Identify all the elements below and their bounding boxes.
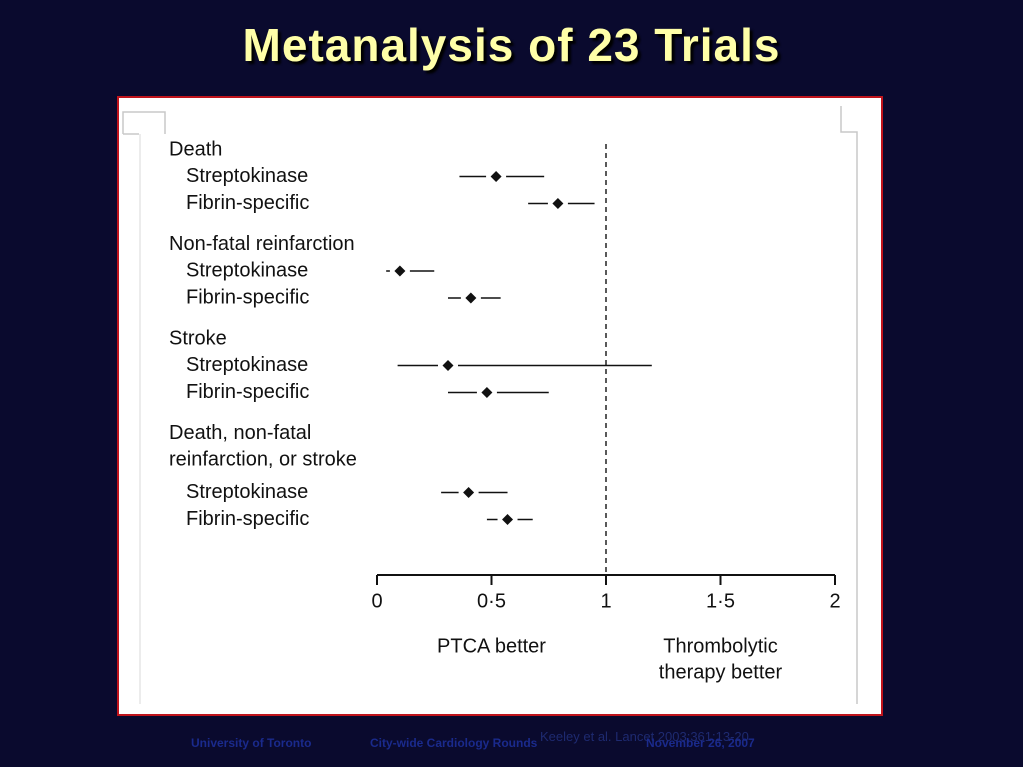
estimate-marker — [481, 387, 493, 398]
row-label: Streptokinase — [186, 354, 308, 376]
x-tick-label: 1·5 — [706, 590, 735, 612]
estimate-marker — [465, 292, 477, 304]
group-label: Death — [169, 138, 222, 160]
x-tick-label: 0 — [371, 590, 382, 612]
row-label: Streptokinase — [186, 259, 308, 281]
row-label: Streptokinase — [186, 481, 308, 503]
estimate-marker — [552, 198, 564, 209]
forest-plot: Death Streptokinase Fibrin-specific Non-fat… — [122, 106, 858, 704]
group-label: Stroke — [169, 327, 227, 349]
row-label: Fibrin-specific — [186, 508, 309, 530]
group-label: Death, non-fatal — [169, 422, 311, 444]
footer-university: University of Toronto — [191, 736, 312, 750]
estimate-marker — [394, 265, 406, 277]
footer-rounds: City-wide Cardiology Rounds — [370, 736, 538, 750]
estimate-marker — [463, 487, 475, 498]
caption-thrombolytic-better: therapy better — [659, 661, 783, 683]
row-label: Fibrin-specific — [186, 192, 309, 214]
estimate-marker — [442, 360, 454, 371]
x-tick-label: 1 — [600, 590, 611, 612]
estimate-marker — [502, 514, 514, 525]
citation-overlay: Keeley et al. Lancet 2003;361:13-20 — [540, 729, 749, 744]
x-tick-label: 2 — [829, 590, 840, 612]
row-label: Fibrin-specific — [186, 286, 309, 308]
slide-title: Metanalysis of 23 Trials — [242, 19, 781, 71]
footer-date: November 26, 2007 — [646, 736, 755, 750]
row-label: Streptokinase — [186, 165, 308, 187]
x-tick-label: 0·5 — [477, 590, 506, 612]
group-label: reinfarction, or stroke — [169, 448, 357, 470]
estimate-marker — [490, 171, 502, 182]
chart-panel: Death Streptokinase Fibrin-specific Non-fat… — [117, 96, 883, 716]
group-label: Non-fatal reinfarction — [169, 233, 355, 255]
caption-ptca-better: PTCA better — [437, 635, 546, 657]
caption-thrombolytic-better: Thrombolytic — [663, 635, 777, 657]
row-label: Fibrin-specific — [186, 381, 309, 403]
